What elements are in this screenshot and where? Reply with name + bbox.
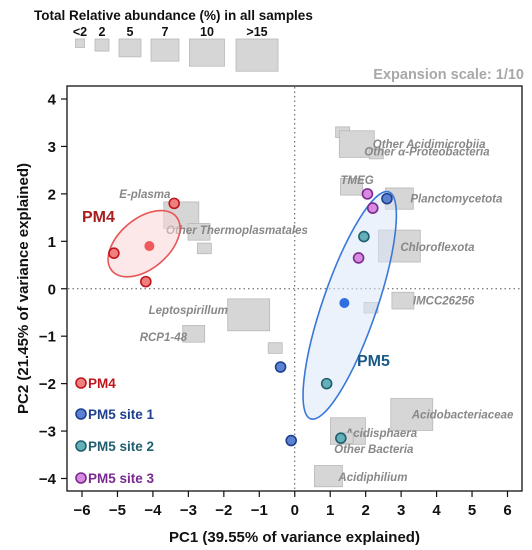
data-point [168, 197, 180, 210]
taxon-label: Other Bacteria [334, 444, 414, 456]
y-axis: −4 −3 −2 −1 0 1 2 3 4 [39, 92, 67, 488]
taxon-square [267, 342, 283, 354]
taxon-square [391, 291, 415, 310]
legend-marker [75, 377, 87, 389]
taxon-label: Acidobacteriaceae [411, 409, 514, 421]
pm4-ellipse [107, 209, 181, 278]
y-tick-label: 4 [48, 92, 57, 109]
x-tick-label: −2 [215, 502, 232, 519]
taxon-square [390, 398, 434, 431]
y-tick-label: −4 [39, 471, 57, 488]
x-tick-label: 3 [397, 502, 405, 519]
x-tick-label: 0 [291, 502, 299, 519]
taxon-label: Other Thermoplasmatales [166, 225, 308, 237]
y-tick-label: −1 [39, 329, 56, 346]
size-legend-box [235, 38, 279, 72]
taxon-label: Acidisphaera [344, 428, 418, 440]
legend-label: PM5 site 3 [88, 471, 155, 486]
data-point [361, 188, 374, 200]
y-tick-label: 2 [48, 186, 56, 203]
size-legend-label: <2 [73, 25, 87, 39]
taxon-square [340, 177, 363, 196]
group-label-pm4: PM4 [82, 209, 115, 226]
legend-marker [75, 472, 87, 484]
taxon-label: Acidiphilium [337, 472, 407, 484]
size-legend-box [94, 38, 110, 52]
legend-marker [75, 440, 87, 452]
size-legend-box [189, 38, 225, 67]
taxon-label: Chloroflexota [400, 242, 475, 254]
data-point [274, 361, 287, 373]
data-point [320, 377, 333, 390]
data-point [140, 275, 152, 288]
size-legend-label: 7 [162, 25, 169, 39]
size-legend-label: 5 [127, 25, 134, 39]
x-tick-label: 1 [326, 502, 334, 519]
x-tick-label: 2 [361, 502, 369, 519]
data-point [352, 252, 365, 264]
x-tick-label: 6 [503, 502, 511, 519]
taxon-label: TMEG [340, 175, 373, 187]
x-tick-label: −5 [109, 502, 126, 519]
reference-lines [68, 87, 521, 490]
taxon-label: RCP1-48 [140, 332, 188, 344]
pm5-ellipse [302, 190, 398, 420]
taxon-square [368, 147, 384, 160]
taxon-label: Other α-Proteobacteria [364, 147, 490, 159]
size-legend-label: >15 [246, 25, 267, 39]
data-point [358, 230, 370, 243]
x-tick-label: −6 [73, 502, 90, 519]
x-axis: −6 −5 −4 −3 −2 −1 0 1 2 3 4 5 6 [73, 491, 512, 519]
data-point [108, 247, 120, 259]
taxon-square [196, 242, 212, 255]
data-point [366, 202, 379, 214]
x-tick-label: 5 [468, 502, 476, 519]
data-point [381, 192, 393, 205]
size-legend-label: 2 [99, 25, 106, 39]
taxon-label: IMCC26256 [413, 296, 475, 308]
legend: PM4 PM5 site 1 PM5 site 2 PM5 site 3 [75, 376, 155, 486]
x-axis-label: PC1 (39.55% of variance explained) [169, 529, 420, 546]
data-point [335, 432, 347, 444]
taxon-square [227, 298, 271, 332]
size-legend-title: Total Relative abundance (%) in all samp… [34, 8, 313, 23]
y-tick-label: 1 [48, 234, 56, 251]
legend-label: PM4 [88, 376, 116, 391]
size-legend-box [150, 38, 180, 62]
size-legend-box [75, 38, 85, 48]
taxon-square [187, 223, 211, 241]
centroid-point [339, 297, 350, 308]
size-legend-label: 10 [200, 25, 214, 39]
x-tick-label: −4 [144, 502, 162, 519]
x-tick-label: 4 [432, 502, 441, 519]
size-legend: Total Relative abundance (%) in all samp… [34, 8, 313, 72]
taxon-label: Other Acidimicrobiia [373, 139, 486, 151]
taxon-label: Leptospirillum [149, 305, 228, 317]
x-tick-label: −1 [251, 502, 268, 519]
point-layer [108, 188, 393, 447]
taxon-label: E-plasma [119, 189, 171, 201]
y-axis-label: PC2 (21.45% of variance explained) [15, 163, 32, 414]
centroid-point [144, 241, 155, 252]
ellipse-layer [107, 190, 398, 420]
y-tick-label: −2 [39, 376, 56, 393]
y-tick-label: 3 [48, 139, 56, 156]
group-labels: PM4 PM5 [82, 209, 390, 370]
group-label-pm5: PM5 [357, 353, 390, 370]
taxon-label: Planctomycetota [410, 194, 503, 206]
taxon-square [314, 465, 343, 488]
y-tick-label: −3 [39, 424, 56, 441]
expansion-scale-label: Expansion scale: 1/10 [373, 67, 524, 83]
legend-marker [75, 408, 87, 420]
data-point [285, 434, 298, 447]
taxon-square [338, 130, 375, 158]
x-tick-label: −3 [180, 502, 197, 519]
legend-label: PM5 site 2 [88, 439, 154, 454]
y-tick-label: 0 [48, 281, 56, 298]
taxon-square [182, 325, 206, 343]
size-legend-box [118, 38, 142, 58]
legend-label: PM5 site 1 [88, 407, 155, 422]
